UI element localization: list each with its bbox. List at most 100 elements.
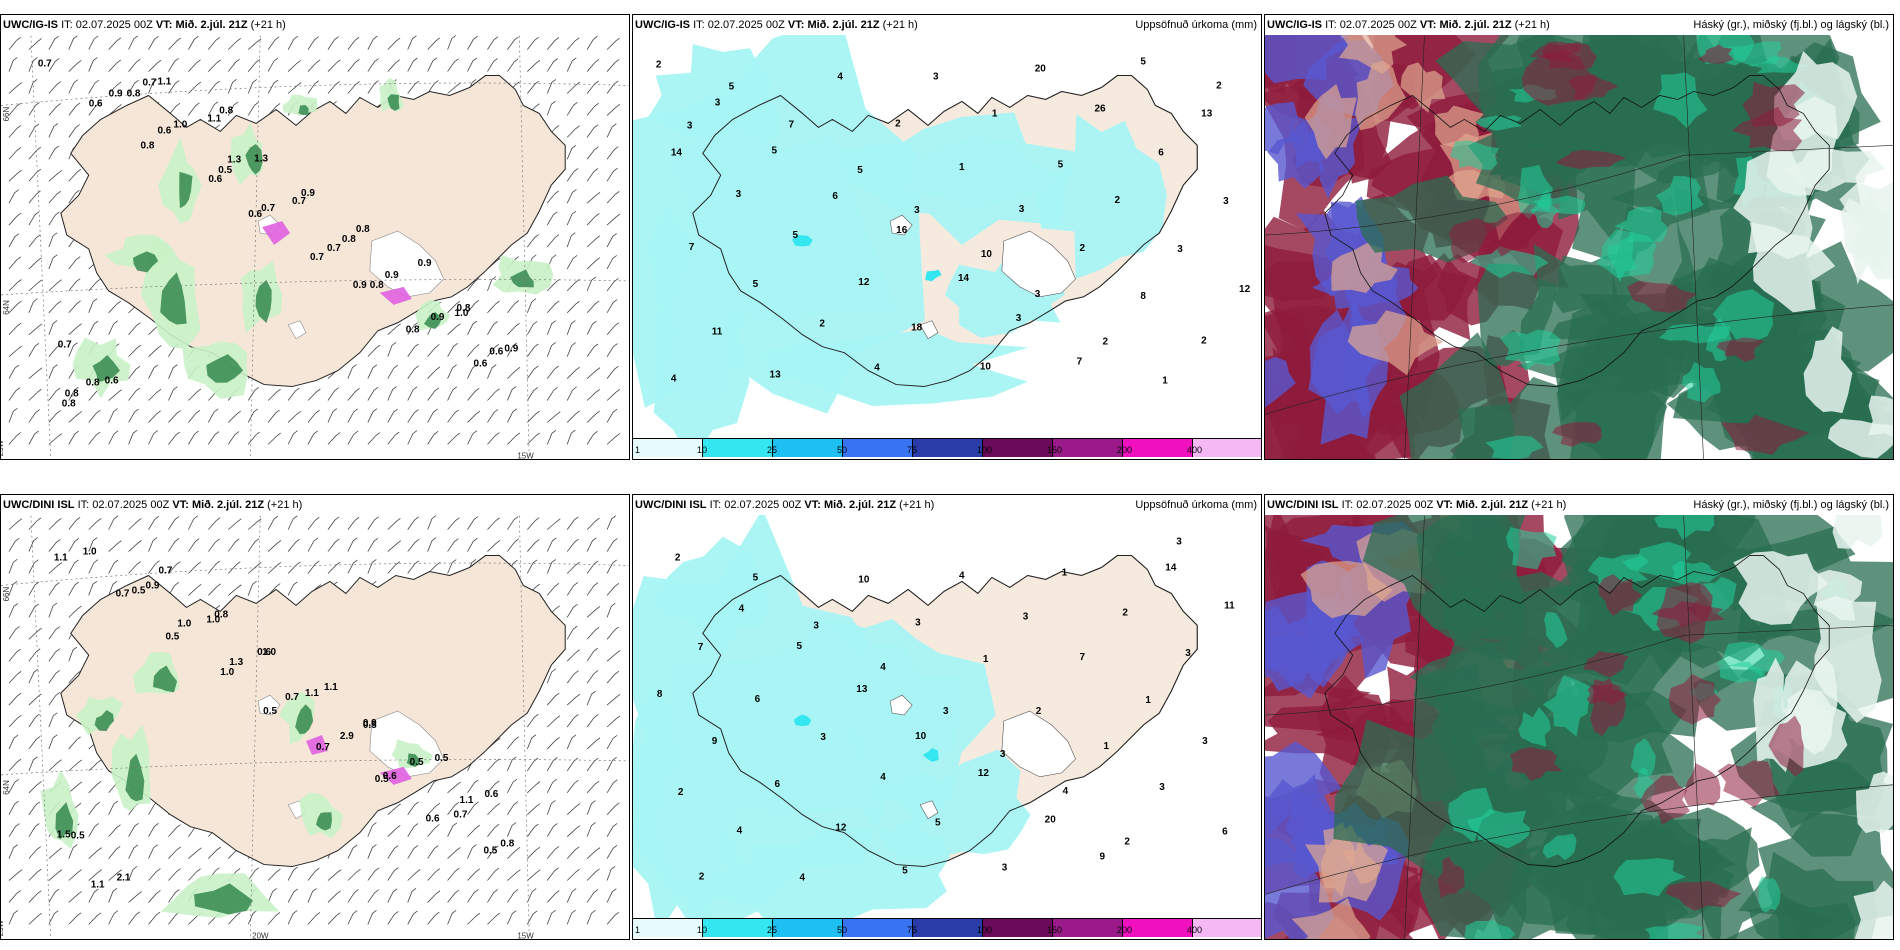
precip-accum-label: 3 — [1185, 648, 1191, 659]
precip-accum-label: 4 — [739, 603, 745, 614]
svg-text:20W: 20W — [252, 931, 269, 940]
precip-value-label: 0.8 — [457, 303, 471, 314]
precip-accum-label: 3 — [715, 97, 721, 108]
precip-value-label: 0.8 — [65, 389, 79, 400]
precip-value-label: 0.6 — [489, 347, 503, 358]
precip-value-label: 0.6 — [105, 376, 119, 387]
precip-value-label: 0.7 — [454, 810, 468, 821]
precip-value-label: 0.7 — [143, 78, 157, 89]
colorbar-tick: 400 — [1187, 925, 1203, 935]
svg-text:66N: 66N — [2, 587, 11, 602]
precip-accum-label: 4 — [737, 826, 743, 837]
precip-accum-label: 20 — [1035, 64, 1047, 75]
precip-accum-label: 5 — [1140, 57, 1146, 68]
precip-accum-label: 3 — [1019, 204, 1025, 215]
precip-value-label: 1.1 — [158, 77, 172, 88]
colorbar-tick: 200 — [1117, 925, 1133, 935]
precip-accum-label: 9 — [712, 736, 718, 747]
precip-value-label: 0.9 — [418, 258, 432, 269]
precip-accum-label: 1 — [992, 108, 998, 119]
precip-value-label: 0.6 — [158, 125, 172, 136]
colorbar-swatch — [913, 439, 983, 457]
precip-accum-label: 4 — [799, 873, 805, 884]
precip-accum-label: 1 — [1145, 695, 1151, 706]
precip-value-label: 1.0 — [177, 618, 191, 629]
precip-accum-label: 2 — [819, 319, 825, 330]
precip-accum-label: 5 — [857, 165, 863, 176]
it-label: IT: — [61, 19, 73, 31]
precip-accum-label: 14 — [958, 273, 970, 284]
precip-value-label: 0.8 — [219, 105, 233, 116]
panel-title: Uppsöfnuð úrkoma (mm) — [1135, 19, 1257, 31]
vt-label: VT: — [804, 499, 821, 511]
precip-value-label: 0.7 — [38, 59, 52, 70]
colorbar-tick: 100 — [977, 925, 993, 935]
precip-accum-label: 4 — [671, 374, 677, 385]
panel-header: UWC/DINI ISL IT: 02.07.2025 00Z VT: Mið.… — [1, 495, 629, 515]
valid-time: Mið. 2.júl. 21Z — [823, 499, 897, 511]
vt-label: VT: — [1436, 499, 1453, 511]
it-label: IT: — [77, 499, 90, 511]
precip-value-label: 0.6 — [484, 789, 498, 800]
vt-label: VT: — [1419, 19, 1437, 31]
precip-value-label: 0.9 — [146, 580, 160, 591]
precip-value-label: 0.8 — [141, 140, 155, 151]
precip-accum-label: 3 — [820, 732, 826, 743]
precip-value-label: 0.6 — [473, 359, 487, 370]
precip-accum-label: 11 — [1224, 600, 1235, 611]
colorbar-tick: 25 — [767, 445, 778, 455]
svg-text:15W: 15W — [517, 931, 534, 940]
panel-r2-clouds: UWC/DINI ISL IT: 02.07.2025 00Z VT: Mið.… — [1264, 494, 1894, 940]
panel-header: UWC/DINI ISL IT: 02.07.2025 00Z VT: Mið.… — [633, 495, 1261, 515]
precip-value-label: 0.7 — [316, 742, 330, 753]
precip-accum-label: 2 — [1216, 81, 1222, 92]
panel-r2-wind-precip: UWC/DINI ISL IT: 02.07.2025 00Z VT: Mið.… — [0, 494, 630, 940]
colorbar-tick: 75 — [907, 445, 918, 455]
colorbar-swatch — [1053, 919, 1123, 937]
precip-accum-label: 5 — [796, 641, 802, 652]
precip-accum-label: 5 — [1058, 159, 1064, 170]
lead-time: (+21 h) — [882, 19, 918, 31]
precip-value-label: 0.5 — [375, 774, 389, 785]
precip-value-label: 0.7 — [292, 196, 306, 207]
precip-accum-label: 5 — [753, 279, 759, 290]
precip-accum-label: 10 — [858, 574, 870, 585]
valid-time: Mið. 2.júl. 21Z — [807, 19, 880, 31]
init-time: 02.07.2025 00Z — [75, 19, 153, 31]
precip-value-label: 1.3 — [227, 154, 241, 165]
precip-accum-label: 12 — [835, 823, 847, 834]
map-accum-precip: 2451310122091411763453123896125437132441… — [633, 515, 1261, 939]
colorbar-swatch — [983, 919, 1053, 937]
precip-value-label: 0.5 — [435, 753, 449, 764]
colorbar-tick: 25 — [767, 925, 778, 935]
precip-accum-label: 3 — [1159, 782, 1165, 793]
precip-accum-label: 2 — [1124, 837, 1130, 848]
precip-accum-label: 10 — [915, 731, 927, 742]
it-label: IT: — [693, 19, 705, 31]
svg-text:15W: 15W — [517, 451, 534, 460]
precip-value-label: 0.9 — [301, 188, 315, 199]
colorbar-tick: 100 — [977, 445, 993, 455]
precip-value-label: 1.1 — [91, 879, 105, 890]
precip-accum-label: 1 — [1162, 376, 1168, 387]
precip-accum-label: 3 — [1223, 196, 1229, 207]
precip-value-label: 1.1 — [305, 688, 319, 699]
precip-value-label: 0.9 — [353, 280, 367, 291]
precip-value-label: 0.8 — [406, 325, 420, 336]
precip-accum-label: 2 — [656, 60, 662, 71]
precip-value-label: 0.5 — [71, 831, 85, 842]
precip-accum-label: 3 — [1176, 537, 1182, 548]
precip-accum-label: 3 — [1202, 736, 1208, 747]
precip-accum-label: 26 — [1095, 103, 1107, 114]
precip-accum-label: 1 — [983, 654, 989, 665]
precip-accum-label: 7 — [698, 642, 704, 653]
precip-value-label: 0.7 — [327, 243, 341, 254]
precip-accum-label: 6 — [1158, 147, 1164, 158]
colorbar-tick: 10 — [697, 445, 708, 455]
precip-value-label: 0.6 — [208, 174, 222, 185]
precip-accum-label: 14 — [671, 147, 683, 158]
valid-time: Mið. 2.júl. 21Z — [175, 19, 248, 31]
precip-accum-label: 12 — [1239, 284, 1251, 295]
precip-accum-label: 4 — [959, 570, 965, 581]
